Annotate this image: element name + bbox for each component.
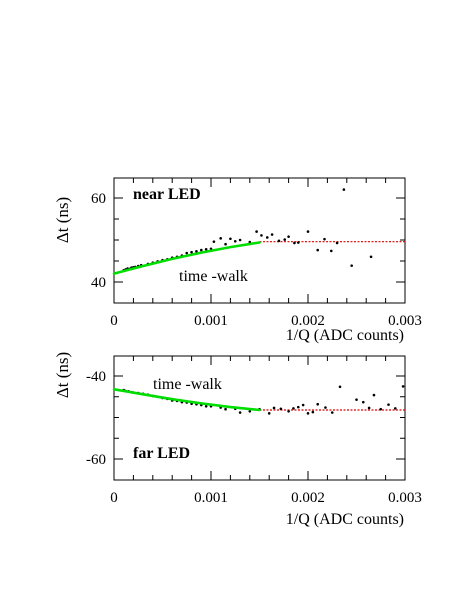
y-tick-label: -40 (86, 369, 106, 385)
data-point (293, 241, 296, 245)
data-point (287, 235, 290, 238)
data-point (367, 406, 371, 410)
data-point (200, 248, 203, 252)
led-label: far LED (133, 445, 190, 462)
time-walk-fit-curve (112, 388, 261, 412)
data-point (267, 412, 271, 415)
time-walk-label: time -walk (153, 376, 222, 393)
x-tick-label: 0.003 (388, 313, 422, 329)
data-point (255, 230, 258, 233)
data-point (279, 407, 283, 411)
data-point (185, 251, 189, 255)
data-point (301, 403, 305, 407)
x-tick-label: 0 (110, 490, 118, 506)
data-point (229, 237, 232, 241)
data-point (292, 407, 295, 410)
data-point (260, 234, 263, 237)
y-tick-label: -60 (86, 452, 106, 468)
data-point (306, 230, 310, 233)
y-axis-label: Δt (ns) (53, 197, 72, 243)
data-point (316, 402, 320, 406)
data-point (372, 393, 376, 397)
x-tick-label: 0.002 (291, 313, 325, 329)
data-point (238, 238, 242, 242)
time-walk-fit-curve (112, 241, 261, 275)
x-tick-label: 0 (110, 313, 118, 329)
data-point (283, 238, 287, 241)
chart-panel-bottom: 0 0.001 0.002 0.003 -40 -60 Δt (ns) 1/Q (ADC co… (53, 352, 422, 528)
data-point (272, 406, 276, 410)
data-point (297, 241, 300, 244)
data-point (219, 237, 222, 240)
data-point (311, 410, 315, 414)
y-tick-label: 60 (91, 191, 106, 207)
data-point (387, 403, 390, 406)
data-point (233, 239, 237, 243)
data-point (306, 412, 310, 415)
data-point (212, 240, 216, 243)
data-point (369, 255, 373, 259)
data-point (335, 241, 339, 245)
data-point (324, 406, 327, 409)
data-point (248, 409, 252, 413)
data-point (330, 411, 334, 414)
x-tick-label: 0.001 (194, 490, 228, 506)
x-tick-label: 0.003 (388, 490, 422, 506)
data-point (316, 248, 320, 252)
time-walk-label: time -walk (179, 268, 248, 285)
led-label: near LED (133, 186, 201, 203)
chart-panel-top: 0 0.001 0.002 0.003 40 60 Δt (ns) 1/Q (ADC coun… (53, 177, 422, 344)
x-tick-label: 0.001 (194, 313, 228, 329)
data-point (379, 407, 383, 411)
x-axis-label: 1/Q (ADC counts) (286, 327, 404, 344)
data-point (204, 247, 208, 251)
data-point (190, 250, 193, 254)
data-point (224, 407, 227, 411)
data-point (329, 249, 333, 253)
data-point (401, 385, 405, 388)
data-point (297, 405, 300, 409)
data-point (323, 237, 326, 241)
data-point (350, 264, 353, 267)
y-tick-label: 40 (91, 275, 106, 291)
data-point (287, 409, 290, 413)
data-point (277, 239, 281, 243)
data-point (224, 242, 227, 246)
data-point (204, 404, 208, 408)
data-point (195, 250, 198, 253)
y-axis-label: Δt (ns) (53, 352, 72, 398)
data-point (394, 407, 397, 410)
data-point (238, 411, 242, 414)
data-point (265, 236, 269, 239)
data-point (270, 233, 274, 236)
data-point (338, 385, 342, 389)
x-axis-label: 1/Q (ADC counts) (286, 511, 404, 528)
data-point (361, 400, 365, 404)
data-point (355, 398, 358, 401)
data-point (342, 188, 346, 191)
x-tick-label: 0.002 (291, 490, 325, 506)
